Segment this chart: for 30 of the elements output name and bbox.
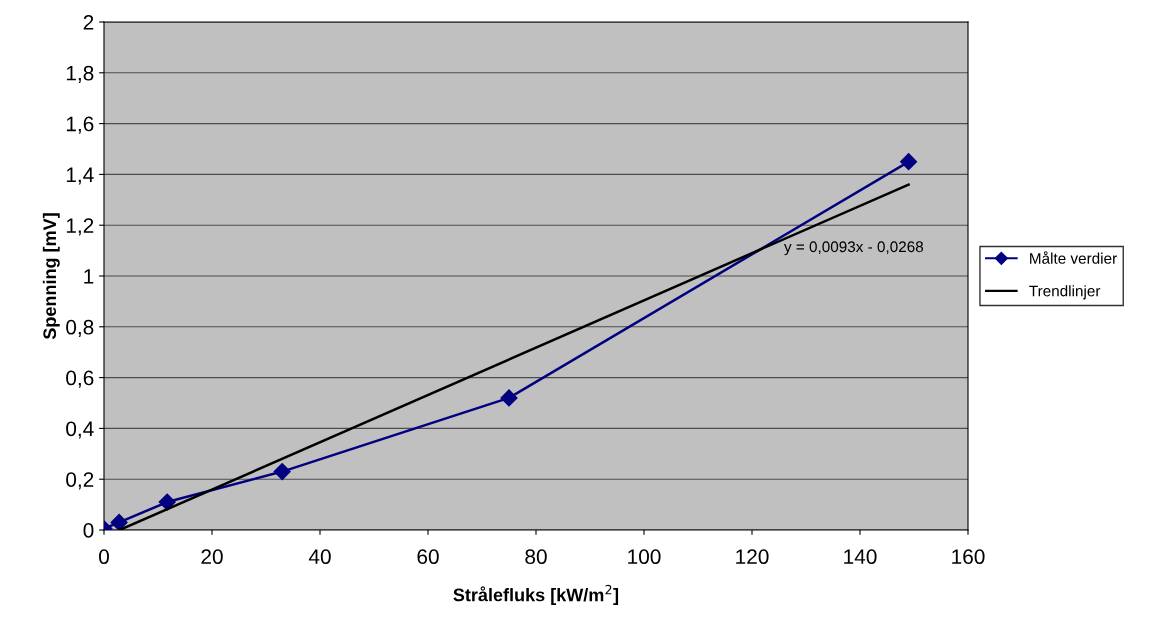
- y-tick-label: 1,8: [66, 65, 94, 84]
- x-tick-label: 120: [736, 549, 769, 565]
- x-tick-label: 0: [99, 549, 109, 565]
- legend-label: Trendlinjer: [1029, 285, 1101, 300]
- point: [273, 463, 291, 481]
- x-tick-label: 100: [628, 549, 661, 565]
- point: [158, 493, 176, 511]
- point: [500, 389, 518, 407]
- y-tick-label: 0: [83, 523, 94, 538]
- y-tick-label: 2: [83, 15, 94, 30]
- y-axis-title: Spenning [mV]: [42, 213, 60, 340]
- x-tick-label: 20: [201, 549, 223, 565]
- y-tick-label: 1,4: [66, 167, 94, 185]
- y-tick-label: 0,2: [66, 472, 94, 490]
- x-tick-label: 80: [525, 549, 547, 565]
- x-axis-title: Strålefluks [kW/m$^{2}$]: [453, 584, 619, 605]
- point: [900, 153, 918, 171]
- legend-label: Målte verdier: [1030, 251, 1117, 264]
- x-tick-label: 40: [308, 549, 331, 565]
- x-tick-label: 60: [417, 549, 439, 565]
- point: [110, 513, 128, 530]
- y-tick-label: 1,6: [66, 116, 94, 134]
- y-tick-label: 0,6: [66, 370, 94, 388]
- x-tick-label: 160: [952, 549, 985, 565]
- y-tick-label: 0,8: [66, 319, 94, 338]
- x-tick-label: 140: [844, 549, 877, 565]
- annotation: y = 0,0093x - 0,0268: [784, 241, 924, 256]
- y-tick-label: 1,2: [66, 218, 94, 236]
- y-tick-label: 0,4: [66, 421, 94, 439]
- y-tick-label: 1: [84, 269, 94, 284]
